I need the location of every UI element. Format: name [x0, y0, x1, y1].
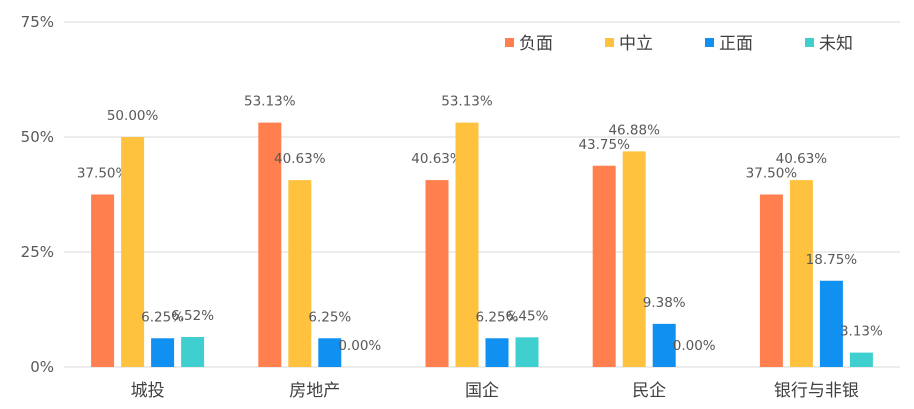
data-label: 9.38% [643, 295, 686, 311]
legend-swatch-负面 [505, 38, 514, 47]
bar-正面 [318, 338, 342, 367]
legend-swatch-未知 [805, 38, 814, 47]
data-label: 46.88% [608, 122, 660, 138]
legend-label: 中立 [619, 34, 653, 54]
data-label: 6.25% [308, 309, 351, 325]
data-label: 43.75% [578, 137, 630, 153]
bar-中立 [288, 180, 312, 367]
bar-中立 [789, 180, 813, 367]
bar-中立 [455, 122, 479, 368]
data-label: 0.00% [673, 338, 716, 354]
x-category-label: 民企 [632, 381, 666, 401]
bar-负面 [258, 122, 282, 368]
data-label: 6.45% [506, 308, 549, 324]
data-label: 40.63% [274, 151, 326, 167]
bar-未知 [515, 337, 539, 367]
bar-负面 [759, 194, 783, 367]
legend-label: 正面 [719, 34, 753, 54]
y-tick-label: 50% [21, 128, 54, 146]
legend-label: 负面 [519, 34, 553, 54]
data-label: 0.00% [338, 338, 381, 354]
x-category-label: 银行与非银 [774, 381, 859, 401]
bar-正面 [652, 323, 676, 367]
y-tick-label: 0% [30, 358, 54, 376]
bar-正面 [819, 280, 843, 367]
bar-未知 [849, 352, 873, 367]
data-label: 53.13% [244, 94, 296, 110]
bar-正面 [151, 338, 175, 367]
x-category-label: 房地产 [289, 381, 340, 401]
data-label: 40.63% [776, 151, 828, 167]
data-label: 6.25% [476, 309, 519, 325]
data-label: 6.25% [141, 309, 184, 325]
bar-中立 [121, 137, 145, 367]
data-label: 50.00% [107, 108, 159, 124]
x-category-label: 国企 [465, 381, 499, 401]
data-label: 53.13% [441, 94, 493, 110]
bar-负面 [91, 194, 115, 367]
legend-swatch-正面 [705, 38, 714, 47]
data-label: 37.50% [746, 166, 798, 182]
bar-负面 [592, 165, 616, 367]
data-label: 37.50% [77, 166, 129, 182]
bar-中立 [622, 151, 646, 367]
bar-负面 [425, 180, 449, 367]
data-label: 3.13% [840, 324, 883, 340]
y-tick-label: 25% [21, 243, 54, 261]
legend-label: 未知 [819, 34, 853, 54]
data-label: 40.63% [411, 151, 463, 167]
data-label: 18.75% [806, 252, 858, 268]
data-label: 6.52% [171, 308, 214, 324]
y-tick-label: 75% [21, 13, 54, 31]
legend-swatch-中立 [605, 38, 614, 47]
bar-未知 [181, 337, 205, 367]
x-category-label: 城投 [131, 381, 165, 401]
bar-正面 [485, 338, 509, 367]
